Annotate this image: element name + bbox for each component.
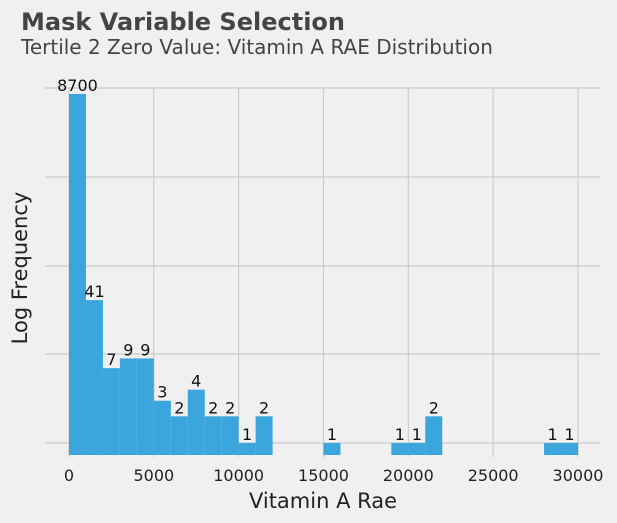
bar-count-label: 7	[106, 350, 116, 369]
histogram-bar	[170, 416, 188, 455]
bar-count-label: 1	[395, 425, 405, 444]
bar-count-label: 1	[242, 425, 252, 444]
x-tick-label: 0	[64, 466, 74, 485]
histogram-bar	[119, 358, 137, 455]
bar-count-label: 41	[84, 282, 104, 301]
bar-count-label: 4	[191, 372, 201, 391]
bar-count-label: 9	[140, 340, 150, 359]
bar-count-label: 2	[429, 398, 439, 417]
histogram-bar	[544, 443, 562, 455]
bar-count-label: 1	[564, 425, 574, 444]
histogram-bar	[204, 416, 222, 455]
x-tick-label: 25000	[468, 466, 519, 485]
y-axis-label: Log Frequency	[8, 192, 32, 345]
histogram-bar	[136, 358, 154, 455]
histogram-bar	[408, 443, 426, 455]
bar-count-label: 8700	[57, 76, 98, 95]
bar-count-label: 2	[259, 398, 269, 417]
x-tick-label: 5000	[133, 466, 174, 485]
histogram-bar	[153, 400, 171, 455]
histogram-bar	[102, 368, 120, 455]
x-tick-label: 10000	[213, 466, 264, 485]
histogram-bar	[69, 94, 86, 455]
x-tick-label: 30000	[553, 466, 604, 485]
bar-count-label: 2	[208, 398, 218, 417]
histogram-bar	[221, 416, 239, 455]
chart-subtitle: Tertile 2 Zero Value: Vitamin A RAE Dist…	[20, 35, 493, 59]
histogram-bar	[238, 443, 256, 455]
histogram-bar	[323, 443, 341, 455]
histogram-bar	[85, 300, 103, 455]
x-tick-label: 15000	[298, 466, 349, 485]
histogram-bar	[391, 443, 409, 455]
bar-count-label: 2	[225, 398, 235, 417]
bar-count-label: 1	[412, 425, 422, 444]
histogram-bar	[561, 443, 578, 455]
histogram-bar	[255, 416, 273, 455]
bar-count-label: 3	[157, 383, 167, 402]
histogram-bar	[187, 389, 205, 455]
bar-count-label: 1	[327, 425, 337, 444]
bar-count-label: 9	[123, 340, 133, 359]
bars	[69, 94, 578, 455]
histogram-bar	[425, 416, 443, 455]
x-axis-label: Vitamin A Rae	[249, 489, 397, 513]
bar-count-label: 2	[174, 398, 184, 417]
x-tick-label: 20000	[383, 466, 434, 485]
bar-count-label: 1	[547, 425, 557, 444]
x-tick-labels: 0 5000 10000 15000 20000 25000 30000	[64, 466, 604, 485]
chart-title: Mask Variable Selection	[21, 8, 345, 36]
